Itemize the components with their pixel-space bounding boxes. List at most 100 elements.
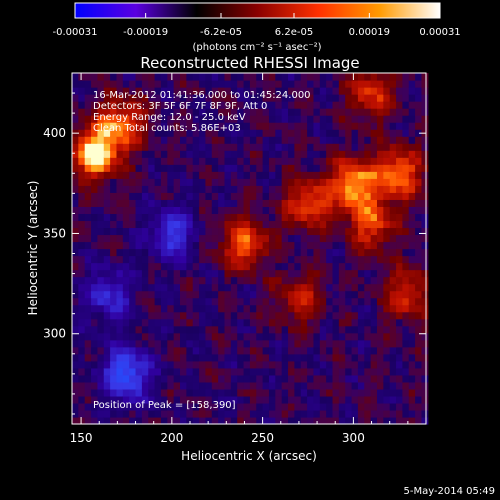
heatmap-cell: [256, 73, 264, 81]
heatmap-cell: [84, 276, 92, 285]
heatmap-cell: [319, 374, 327, 383]
heatmap-cell: [154, 143, 162, 151]
heatmap-cell: [122, 87, 130, 95]
heatmap-cell: [319, 416, 327, 425]
heatmap-cell: [205, 94, 213, 102]
heatmap-cell: [218, 332, 226, 341]
heatmap-cell: [135, 227, 143, 236]
heatmap-cell: [141, 157, 149, 165]
heatmap-cell: [300, 374, 308, 383]
heatmap-cell: [237, 332, 245, 341]
heatmap-cell: [205, 374, 213, 383]
heatmap-cell: [141, 80, 149, 88]
heatmap-cell: [351, 311, 359, 320]
heatmap-cell: [332, 108, 340, 116]
heatmap-cell: [300, 255, 308, 264]
heatmap-cell: [192, 262, 200, 271]
heatmap-cell: [160, 402, 168, 411]
heatmap-cell: [205, 171, 213, 179]
heatmap-cell: [313, 101, 321, 109]
heatmap-cell: [230, 255, 238, 264]
heatmap-cell: [421, 171, 429, 179]
heatmap-cell: [370, 381, 378, 390]
heatmap-cell: [370, 206, 378, 214]
heatmap-cell: [199, 262, 207, 271]
heatmap-cell: [141, 395, 149, 404]
heatmap-cell: [91, 220, 99, 229]
heatmap-cell: [122, 227, 130, 236]
heatmap-cell: [192, 171, 200, 179]
heatmap-cell: [243, 332, 251, 341]
heatmap-cell: [249, 213, 257, 222]
heatmap-cell: [110, 381, 118, 390]
heatmap-cell: [129, 241, 137, 250]
heatmap-cell: [148, 80, 156, 88]
heatmap-cell: [281, 220, 289, 229]
heatmap-cell: [294, 94, 302, 102]
heatmap-cell: [192, 374, 200, 383]
heatmap-cell: [326, 388, 334, 397]
heatmap-cell: [364, 171, 372, 179]
heatmap-cell: [383, 318, 391, 327]
heatmap-cell: [281, 129, 289, 137]
heatmap-cell: [313, 192, 321, 200]
heatmap-cell: [338, 129, 346, 137]
heatmap-cell: [78, 416, 86, 425]
heatmap-cell: [383, 80, 391, 88]
heatmap-cell: [307, 395, 315, 404]
heatmap-cell: [294, 150, 302, 158]
heatmap-cell: [110, 283, 118, 292]
heatmap-cell: [415, 325, 423, 334]
heatmap-cell: [141, 220, 149, 229]
heatmap-cell: [288, 150, 295, 158]
heatmap-cell: [160, 346, 168, 355]
heatmap-cell: [230, 87, 238, 95]
heatmap-cell: [237, 339, 245, 348]
heatmap-cell: [256, 101, 264, 109]
heatmap-cell: [396, 171, 403, 179]
heatmap-cell: [180, 185, 187, 193]
heatmap-cell: [129, 388, 137, 397]
heatmap-cell: [357, 227, 365, 236]
heatmap-cell: [129, 192, 137, 200]
heatmap-cell: [364, 248, 372, 257]
heatmap-cell: [154, 227, 162, 236]
heatmap-cell: [338, 381, 346, 390]
heatmap-cell: [141, 171, 149, 179]
heatmap-cell: [192, 206, 200, 214]
heatmap-cell: [110, 122, 118, 130]
heatmap-cell: [326, 262, 334, 271]
heatmap-cell: [415, 108, 423, 116]
heatmap-cell: [281, 115, 289, 123]
heatmap-cell: [116, 220, 124, 229]
heatmap-cell: [141, 101, 149, 109]
heatmap-cell: [135, 283, 143, 292]
heatmap-cell: [72, 94, 79, 102]
heatmap-cell: [262, 136, 270, 144]
heatmap-cell: [332, 178, 340, 186]
heatmap-cell: [262, 178, 270, 186]
heatmap-cell: [307, 143, 315, 151]
heatmap-cell: [180, 332, 187, 341]
heatmap-cell: [326, 332, 334, 341]
heatmap-cell: [97, 269, 105, 278]
heatmap-cell: [307, 409, 315, 418]
heatmap-cell: [78, 283, 86, 292]
heatmap-cell: [415, 353, 423, 362]
heatmap-cell: [116, 360, 124, 369]
heatmap-cell: [180, 255, 187, 264]
heatmap-cell: [262, 388, 270, 397]
heatmap-cell: [224, 269, 232, 278]
heatmap-cell: [332, 164, 340, 172]
heatmap-cell: [370, 94, 378, 102]
heatmap-cell: [72, 304, 79, 313]
heatmap-cell: [319, 108, 327, 116]
heatmap-cell: [122, 297, 130, 306]
heatmap-cell: [281, 395, 289, 404]
heatmap-cell: [186, 171, 194, 179]
heatmap-cell: [160, 199, 168, 207]
heatmap-cell: [135, 178, 143, 186]
heatmap-cell: [256, 122, 264, 130]
heatmap-cell: [243, 150, 251, 158]
heatmap-cell: [173, 409, 181, 418]
